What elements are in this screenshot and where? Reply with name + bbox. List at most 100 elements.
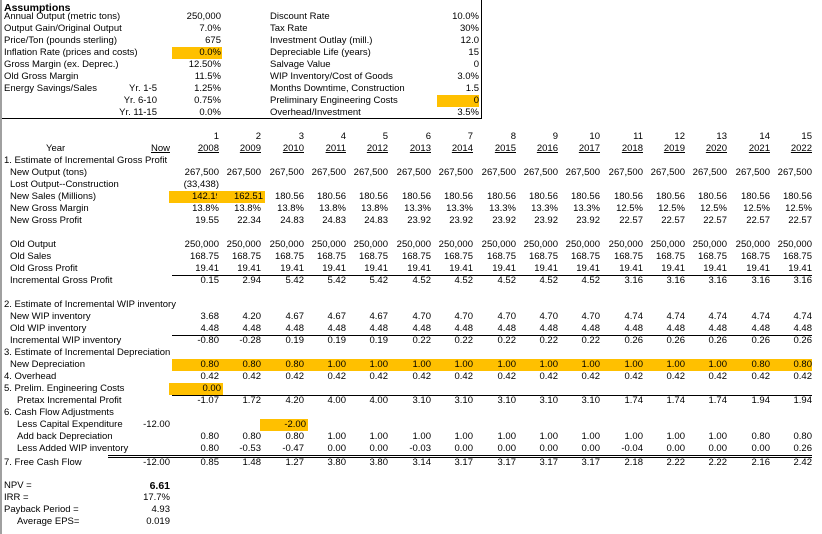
cell-value[interactable]: 1.00 (624, 359, 644, 370)
cell-value[interactable]: 250,000 (184, 239, 219, 250)
cell-value[interactable]: 3.16 (708, 275, 728, 286)
cell-value[interactable]: 22.57 (619, 215, 643, 226)
cell-value[interactable]: 180.56 (401, 191, 431, 202)
cell-value[interactable]: 13.8% (234, 203, 261, 214)
cell-value[interactable]: 19.55 (195, 215, 219, 226)
cell-value[interactable]: 13.8% (319, 203, 346, 214)
cell-value[interactable]: 168.75 (274, 251, 304, 262)
cell-value[interactable]: 19.41 (661, 263, 685, 274)
cell-value[interactable]: 3.16 (793, 275, 813, 286)
cell-value[interactable]: 1.00 (412, 431, 432, 442)
cell-value[interactable]: 23.92 (492, 215, 516, 226)
cell-value[interactable]: 19.41 (322, 263, 346, 274)
cell-value[interactable]: 162.51 (217, 191, 265, 203)
cell-value[interactable]: 0.26 (624, 335, 644, 346)
cell-value[interactable]: 4.70 (454, 311, 474, 322)
cell-value[interactable]: 4.48 (708, 323, 728, 334)
assumption-value[interactable]: 15 (468, 47, 479, 58)
cell-value[interactable]: 4.52 (412, 275, 432, 286)
cell-value[interactable]: 180.56 (613, 191, 643, 202)
cell-value[interactable]: 168.75 (358, 251, 388, 262)
cell-value[interactable]: 250,000 (481, 239, 516, 250)
cell-value[interactable]: 168.75 (613, 251, 643, 262)
assumption-value[interactable]: 250,000 (186, 11, 221, 22)
cell-value[interactable]: 0.00 (369, 443, 389, 454)
cell-value[interactable]: 180.56 (570, 191, 600, 202)
cell-value[interactable]: 250,000 (692, 239, 727, 250)
cell-value[interactable]: 3.17 (454, 457, 474, 468)
cell-value[interactable]: 4.48 (793, 323, 813, 334)
cell-value[interactable]: 267,500 (269, 167, 304, 178)
summary-value[interactable]: 4.93 (151, 504, 171, 515)
cell-value[interactable]: 4.48 (242, 323, 262, 334)
cell-value[interactable]: 12.5% (743, 203, 770, 214)
assumption-value[interactable]: 1.5 (465, 83, 479, 94)
cell-value[interactable]: 1.72 (242, 395, 262, 406)
cell-value[interactable]: 19.41 (407, 263, 431, 274)
cell-value[interactable]: 12.5% (616, 203, 643, 214)
cell-value[interactable]: 3.10 (581, 395, 601, 406)
cell-value[interactable]: 4.20 (285, 395, 305, 406)
assumption-value[interactable]: 12.0 (460, 35, 480, 46)
cell-value[interactable]: 250,000 (353, 239, 388, 250)
cell-value[interactable]: 4.00 (327, 395, 347, 406)
cell-value[interactable]: 4.00 (369, 395, 389, 406)
cell-value[interactable]: 0.80 (242, 431, 262, 442)
cell-value[interactable]: 5.42 (327, 275, 347, 286)
cell-value[interactable]: 4.48 (751, 323, 771, 334)
cell-value[interactable]: 5.42 (285, 275, 305, 286)
cell-value[interactable]: 4.20 (242, 311, 262, 322)
cell-value[interactable]: 168.75 (486, 251, 516, 262)
cell-value[interactable]: 4.70 (539, 311, 559, 322)
cell-value[interactable]: 4.74 (624, 311, 644, 322)
cell-value[interactable]: 13.8% (192, 203, 219, 214)
cell-value[interactable]: 250,000 (565, 239, 600, 250)
cell-value[interactable]: 0.22 (454, 335, 474, 346)
cell-value[interactable]: 0.00 (169, 383, 223, 395)
assumption-value[interactable]: 10.0% (452, 11, 479, 22)
cell-value[interactable]: 180.56 (443, 191, 473, 202)
cell-value[interactable]: 168.75 (782, 251, 812, 262)
cell-value[interactable]: 3.10 (412, 395, 432, 406)
cell-value[interactable]: 267,500 (396, 167, 431, 178)
cell-value[interactable]: 4.48 (412, 323, 432, 334)
cell-value[interactable]: 267,500 (565, 167, 600, 178)
cell-value[interactable]: -0.53 (239, 443, 261, 454)
cell-value[interactable]: 3.80 (327, 457, 347, 468)
cell-value[interactable]: 250,000 (311, 239, 346, 250)
cell-value[interactable]: 1.00 (708, 359, 728, 370)
cell-value[interactable]: -0.80 (197, 335, 219, 346)
cell-value[interactable]: 142.19 (169, 191, 223, 203)
cell-value[interactable]: 4.48 (327, 323, 347, 334)
cell-value[interactable]: 19.41 (449, 263, 473, 274)
cell-value[interactable]: 4.74 (666, 311, 686, 322)
cell-value[interactable]: 4.52 (454, 275, 474, 286)
cell-value[interactable]: 0.85 (200, 457, 220, 468)
cell-value[interactable]: 1.00 (369, 431, 389, 442)
cell-value[interactable]: 267,500 (184, 167, 219, 178)
cell-value[interactable]: 0.42 (793, 371, 813, 382)
cell-value[interactable]: 0.80 (285, 359, 305, 370)
cell-value[interactable]: 3.80 (369, 457, 389, 468)
cell-value[interactable]: 22.34 (237, 215, 261, 226)
cell-value[interactable]: 180.56 (486, 191, 516, 202)
cell-value[interactable]: (33,438) (183, 179, 219, 190)
cell-value[interactable]: 0.19 (327, 335, 347, 346)
cell-value[interactable]: 4.52 (539, 275, 559, 286)
cell-value[interactable]: 23.92 (407, 215, 431, 226)
cell-value[interactable]: 0.42 (751, 371, 771, 382)
cell-value[interactable]: 3.10 (497, 395, 517, 406)
cell-value[interactable]: 0.80 (751, 359, 771, 370)
cell-value[interactable]: 0.42 (412, 371, 432, 382)
cell-value[interactable]: 24.83 (322, 215, 346, 226)
cell-value[interactable]: 1.00 (369, 359, 389, 370)
cell-value[interactable]: 168.75 (740, 251, 770, 262)
cell-value[interactable]: 4.48 (454, 323, 474, 334)
assumption-value[interactable]: 0.0% (199, 107, 221, 118)
cell-value[interactable]: 0.19 (285, 335, 305, 346)
assumption-value[interactable]: 675 (205, 35, 221, 46)
cell-value[interactable]: 0.26 (751, 335, 771, 346)
cell-value[interactable]: 0.80 (793, 359, 813, 370)
cell-value[interactable]: 1.00 (539, 359, 559, 370)
cell-value[interactable]: 2.18 (624, 457, 644, 468)
